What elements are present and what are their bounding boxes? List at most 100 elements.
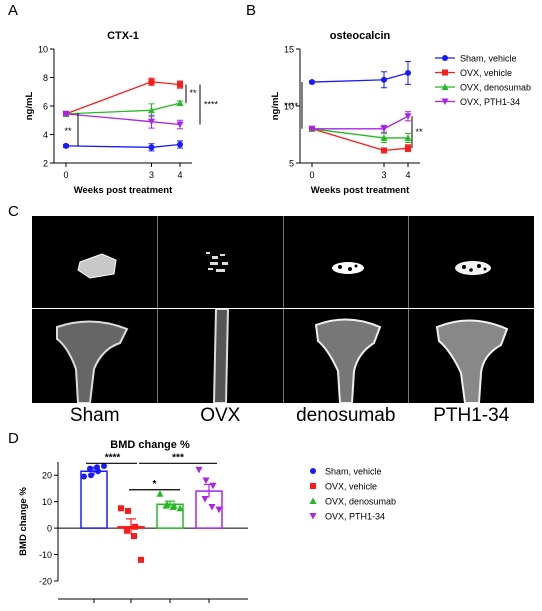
osteo-ytick-label: 5 bbox=[289, 159, 294, 169]
bmd-legend-marker bbox=[309, 497, 317, 504]
legend-marker bbox=[441, 98, 449, 105]
ct-bottom-denosumab bbox=[283, 309, 410, 403]
bmd-point bbox=[132, 523, 138, 530]
legend-marker bbox=[442, 69, 448, 76]
osteo-xtick-label: 3 bbox=[381, 170, 386, 180]
legend-label: OVX, vehicle bbox=[460, 68, 512, 78]
bmd-point bbox=[156, 490, 164, 497]
ct-top-row bbox=[32, 216, 534, 308]
ctx1-point bbox=[63, 142, 69, 149]
ct-labels: Sham OVX denosumab PTH1-34 bbox=[32, 405, 534, 427]
ct-label-pth: PTH1-34 bbox=[433, 405, 510, 426]
ctx1-sig-label: ** bbox=[189, 88, 197, 98]
bmd-point bbox=[125, 507, 131, 514]
ctx1-point bbox=[148, 118, 155, 126]
osteo-ytick-label: 10 bbox=[284, 102, 294, 112]
osteocalcin-chart: osteocalcin 5 10 15 0 3 4 Weeks post treatment n… bbox=[270, 30, 423, 196]
bmd-point bbox=[124, 527, 130, 534]
bmd-ylabel: BMD change % bbox=[18, 487, 29, 556]
bmd-legend-label: Sham, vehicle bbox=[325, 467, 382, 477]
ctx1-point bbox=[177, 81, 183, 88]
ctx1-ylabel: ng/mL bbox=[24, 92, 35, 121]
bmd-ytick-label: 10 bbox=[42, 497, 52, 507]
bmd-legend-label: OVX, vehicle bbox=[325, 482, 377, 492]
bmd-point bbox=[202, 477, 210, 485]
bmd-point bbox=[138, 556, 144, 563]
bmd-point bbox=[118, 505, 124, 512]
ct-bottom-row bbox=[32, 309, 534, 403]
ctx1-xtick-label: 0 bbox=[63, 170, 68, 180]
osteo-point bbox=[380, 134, 388, 141]
legend-label: OVX, denosumab bbox=[460, 83, 531, 93]
ct-label-ovx: OVX bbox=[200, 405, 241, 426]
ctx1-ytick-label: 6 bbox=[43, 102, 48, 112]
bmd-point bbox=[101, 462, 107, 469]
bmd-ytick-label: 0 bbox=[47, 524, 52, 534]
osteo-point bbox=[381, 76, 387, 83]
legend-label: OVX, PTH1-34 bbox=[460, 97, 520, 107]
ctx1-ytick-label: 4 bbox=[43, 130, 48, 140]
ctx1-point bbox=[148, 144, 155, 151]
ct-top-sham bbox=[32, 216, 158, 308]
bmd-point bbox=[88, 472, 94, 479]
osteo-xtick-label: 4 bbox=[405, 170, 410, 180]
osteo-sig-label: ** bbox=[415, 127, 423, 137]
ctx1-xlabel: Weeks post treatment bbox=[74, 185, 173, 196]
ct-bottom-pth bbox=[409, 309, 534, 403]
legend-label: Sham, vehicle bbox=[460, 54, 517, 64]
bmd-point bbox=[87, 465, 93, 472]
bmd-point bbox=[169, 503, 177, 510]
ctx1-xtick-label: 4 bbox=[177, 170, 182, 180]
ctx1-point bbox=[177, 141, 183, 148]
ctx1-point bbox=[176, 121, 184, 129]
osteo-point bbox=[309, 79, 315, 86]
bmd-point bbox=[201, 496, 209, 503]
ctx1-sig-label: ** bbox=[64, 126, 72, 136]
ctx1-title: CTX-1 bbox=[107, 30, 139, 42]
ct-bottom-ovx bbox=[157, 309, 284, 403]
bmd-point bbox=[162, 502, 170, 509]
bmd-point bbox=[94, 464, 100, 471]
bmd-ytick-label: -10 bbox=[39, 550, 52, 560]
panel-letter-c: C bbox=[8, 203, 19, 220]
bmd-sig-label: **** bbox=[105, 452, 121, 463]
bmd-point bbox=[215, 506, 223, 514]
ct-top-ovx bbox=[157, 216, 284, 308]
bmd-ytick-label: -20 bbox=[39, 577, 52, 587]
ctx1-ytick-label: 8 bbox=[43, 73, 48, 83]
panel-letter-a: A bbox=[8, 2, 19, 19]
osteo-point bbox=[381, 147, 387, 154]
bmd-legend-marker bbox=[310, 483, 316, 489]
bmd-point bbox=[208, 503, 216, 511]
bmd-bar bbox=[80, 470, 108, 529]
osteo-point bbox=[405, 145, 411, 152]
bmd-ytick-label: 20 bbox=[42, 471, 52, 481]
bmd-sig-label: *** bbox=[172, 452, 184, 463]
ct-label-sham: Sham bbox=[69, 405, 120, 426]
bmd-legend-label: OVX, denosumab bbox=[325, 497, 396, 507]
bmd-point bbox=[81, 473, 87, 480]
ctx1-sig-label: **** bbox=[204, 100, 219, 110]
bmd-legend-marker bbox=[310, 468, 316, 474]
osteo-xlabel: Weeks post treatment bbox=[311, 185, 410, 196]
ctx1-point bbox=[148, 78, 155, 85]
bmd-point bbox=[176, 504, 184, 512]
legend-marker bbox=[442, 55, 448, 61]
legend-top: Sham, vehicle OVX, vehicle OVX, denosumab O… bbox=[435, 54, 531, 107]
panel-letter-d: D bbox=[8, 430, 19, 447]
osteo-ylabel: ng/mL bbox=[270, 92, 281, 121]
panel-letter-b: B bbox=[246, 2, 257, 19]
osteo-point bbox=[404, 134, 412, 141]
osteo-title: osteocalcin bbox=[330, 30, 391, 42]
ctx1-point bbox=[62, 110, 70, 118]
osteo-point bbox=[308, 125, 316, 133]
osteo-point bbox=[380, 125, 388, 133]
ct-label-denosumab: denosumab bbox=[296, 405, 396, 426]
osteo-point bbox=[405, 69, 411, 76]
osteo-sig-label: **** bbox=[284, 101, 299, 111]
bmd-point bbox=[209, 482, 217, 490]
bmd-legend-label: OVX, PTH1-34 bbox=[325, 512, 385, 522]
ctx1-xtick-label: 3 bbox=[149, 170, 154, 180]
osteo-xtick-label: 0 bbox=[309, 170, 314, 180]
